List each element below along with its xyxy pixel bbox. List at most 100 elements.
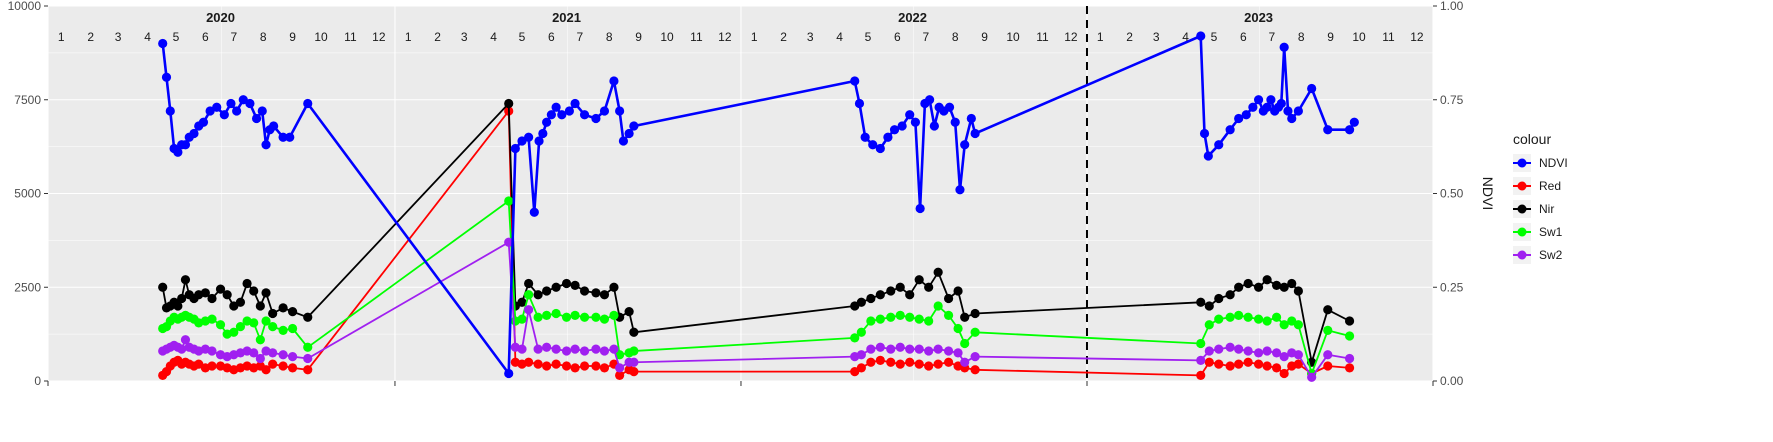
nir-point <box>1262 275 1272 285</box>
sw1-point <box>268 322 278 332</box>
x-axis-bottom <box>47 381 1434 386</box>
nir-point <box>268 308 278 319</box>
nir-point <box>591 288 601 298</box>
legend-label: Red <box>1539 179 1561 193</box>
nir-point <box>953 286 963 296</box>
sw2-point <box>960 357 970 367</box>
nir-point <box>960 312 970 322</box>
sw2-point <box>579 346 590 356</box>
year-labels: 2020 2021 2022 2023 <box>206 10 1273 25</box>
sw2-point <box>1243 346 1253 356</box>
ndvi-point <box>1307 83 1317 94</box>
month-label: 4 <box>1182 30 1189 44</box>
sw2-point <box>533 344 543 354</box>
nir-point <box>261 288 271 298</box>
month-label: 6 <box>894 30 901 44</box>
month-label: 12 <box>1064 30 1078 44</box>
red-point <box>570 363 580 373</box>
nir-point <box>542 286 552 296</box>
sw2-point <box>629 357 639 367</box>
sw2-point <box>1323 350 1333 360</box>
nir-point <box>158 282 168 292</box>
nir-point <box>173 301 183 311</box>
nir-point <box>1293 286 1303 296</box>
ndvi-point <box>1349 117 1359 127</box>
sw2-point <box>268 348 278 358</box>
month-label: 9 <box>289 30 296 44</box>
red-point <box>1214 359 1224 369</box>
month-label: 6 <box>548 30 555 44</box>
sw1-point <box>249 318 259 328</box>
ndvi-point <box>529 207 539 217</box>
sw1-point <box>599 314 610 324</box>
ndvi-point <box>285 132 295 142</box>
y-axis-right-title: NDVI <box>1480 177 1496 210</box>
sw2-point <box>255 353 265 364</box>
series-red <box>158 106 1355 380</box>
year-label: 2021 <box>552 10 581 25</box>
month-label: 5 <box>1211 30 1218 44</box>
sw1-point <box>875 314 885 324</box>
ndvi-point <box>1276 98 1286 109</box>
sw2-point <box>1307 372 1317 382</box>
ndvi-point <box>219 110 229 120</box>
sw2-point <box>504 237 514 247</box>
legend-key-point <box>1517 204 1527 214</box>
month-label: 3 <box>461 30 468 44</box>
legend-title: colour <box>1513 131 1551 147</box>
red-point <box>914 359 924 369</box>
nir-point <box>1225 290 1235 300</box>
red-point <box>970 365 980 375</box>
sw1-point <box>261 316 271 326</box>
ndvi-point <box>546 110 556 120</box>
sw2-point <box>207 346 217 356</box>
red-point <box>278 361 288 371</box>
ndvi-point <box>868 140 878 150</box>
ndvi-point <box>226 98 236 109</box>
ndvi-point <box>929 121 939 131</box>
nir-point <box>1344 316 1355 326</box>
nir-point <box>886 286 896 296</box>
sw2-point <box>914 344 924 354</box>
sw2-point <box>249 348 259 358</box>
month-label: 7 <box>230 30 237 44</box>
nir-point <box>970 308 980 319</box>
ndvi-point <box>966 113 976 124</box>
month-label: 1 <box>58 30 65 44</box>
month-label: 3 <box>1153 30 1160 44</box>
series-ndvi <box>158 31 1359 379</box>
sw1-point <box>287 323 298 334</box>
month-label: 11 <box>1036 30 1049 44</box>
ndvi-point <box>850 76 860 86</box>
sw1-point <box>533 312 543 322</box>
month-label: 3 <box>115 30 122 44</box>
sw2-point <box>895 342 905 352</box>
month-label: 9 <box>981 30 988 44</box>
series-nir <box>158 98 1355 367</box>
legend-key-point <box>1517 250 1527 260</box>
red-point <box>1225 361 1235 371</box>
ndvi-point <box>198 117 209 127</box>
nir-point <box>579 286 590 296</box>
ndvi-point <box>897 121 907 131</box>
ndvi-point <box>579 110 590 120</box>
sw1-point <box>504 196 514 206</box>
sw2-point <box>1234 344 1244 354</box>
y-left-tick-label: 5000 <box>14 187 41 201</box>
month-label: 10 <box>1352 30 1366 44</box>
ndvi-point <box>510 143 520 154</box>
sw2-point <box>1214 344 1224 354</box>
sw2-point <box>924 346 934 356</box>
ndvi-point <box>960 140 970 150</box>
month-label: 7 <box>576 30 583 44</box>
red-point <box>905 357 915 367</box>
nir-point <box>624 307 634 317</box>
ndvi-point <box>875 143 885 154</box>
ndvi-point <box>860 132 870 142</box>
sw2-point <box>287 352 298 362</box>
nir-point <box>1214 293 1224 304</box>
ndvi-point <box>889 125 900 135</box>
nir-point <box>504 98 514 109</box>
ndvi-point <box>180 140 191 150</box>
ndvi-point <box>1344 125 1355 135</box>
